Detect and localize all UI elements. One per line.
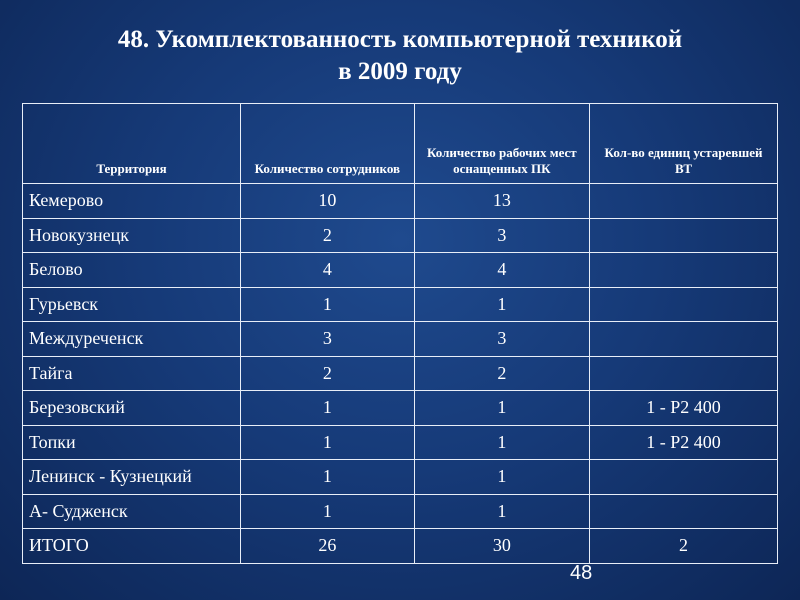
row-label: А- Судженск (21, 493, 242, 529)
cell: 4 (413, 252, 591, 288)
row-label: Тайга (21, 355, 242, 391)
row-label: Белово (21, 252, 242, 288)
table: Территория Количество сотрудников Количест… (21, 103, 778, 564)
cell: 1 (413, 286, 591, 322)
cell (589, 252, 778, 288)
row-label: Ленинск - Кузнецкий (21, 459, 242, 495)
row-label: Новокузнецк (21, 217, 242, 253)
header-row: Территория Количество сотрудников Количест… (21, 103, 778, 184)
row-label: Кемерово (21, 183, 242, 219)
cell: 1 - Р2 400 (589, 424, 778, 460)
cell: 1 (413, 459, 591, 495)
cell: 1 (240, 390, 415, 426)
title-line: 48. Укомплектованность компьютерной техн… (117, 26, 683, 53)
cell: 1 (240, 459, 415, 495)
cell: 1 - Р2 400 (589, 390, 778, 426)
table-body: Кемерово 10 13 Новокузнецк 2 3 Белово 4 4 Гурьевс… (21, 183, 778, 564)
cell: 3 (240, 321, 415, 357)
table-row: Тайга 2 2 (21, 355, 778, 391)
cell (589, 459, 778, 495)
table-row: Гурьевск 1 1 (21, 286, 778, 322)
row-label: Березовский (21, 390, 242, 426)
cell: 1 (240, 493, 415, 529)
cell: 2 (589, 528, 778, 564)
title-line: в 2009 году (338, 58, 462, 85)
cell: 30 (413, 528, 591, 564)
cell: 2 (413, 355, 591, 391)
table-row: Белово 4 4 (21, 252, 778, 288)
header-cell: Количество рабочих мест оснащенных ПК (413, 103, 591, 184)
row-label: Топки (21, 424, 242, 460)
cell: 1 (413, 390, 591, 426)
cell (589, 321, 778, 357)
table-row: Ленинск - Кузнецкий 1 1 (21, 459, 778, 495)
cell: 1 (240, 286, 415, 322)
cell: 3 (413, 321, 591, 357)
cell: 4 (240, 252, 415, 288)
cell: 1 (413, 493, 591, 529)
table-row: ИТОГО 26 30 2 (21, 528, 778, 564)
cell: 13 (413, 183, 591, 219)
header-cell: Территория (21, 103, 242, 184)
cell (589, 286, 778, 322)
table-row: Междуреченск 3 3 (21, 321, 778, 357)
title: 48. Укомплектованность компьютерной техн… (0, 24, 800, 88)
header-cell: Количество сотрудников (240, 103, 415, 184)
table-row: А- Судженск 1 1 (21, 493, 778, 529)
row-label: Гурьевск (21, 286, 242, 322)
table-row: Топки 1 1 1 - Р2 400 (21, 424, 778, 460)
cell (589, 355, 778, 391)
row-label: ИТОГО (21, 528, 242, 564)
cell: 10 (240, 183, 415, 219)
table-row: Кемерово 10 13 (21, 183, 778, 219)
cell: 3 (413, 217, 591, 253)
cell (589, 217, 778, 253)
table-row: Новокузнецк 2 3 (21, 217, 778, 253)
cell (589, 183, 778, 219)
cell (589, 493, 778, 529)
header-cell: Кол-во единиц устаревшей ВТ (589, 103, 778, 184)
row-label: Междуреченск (21, 321, 242, 357)
table-row: Березовский 1 1 1 - Р2 400 (21, 390, 778, 426)
cell: 1 (240, 424, 415, 460)
cell: 2 (240, 217, 415, 253)
cell: 26 (240, 528, 415, 564)
cell: 1 (413, 424, 591, 460)
cell: 2 (240, 355, 415, 391)
page-number: 48 (570, 562, 593, 584)
